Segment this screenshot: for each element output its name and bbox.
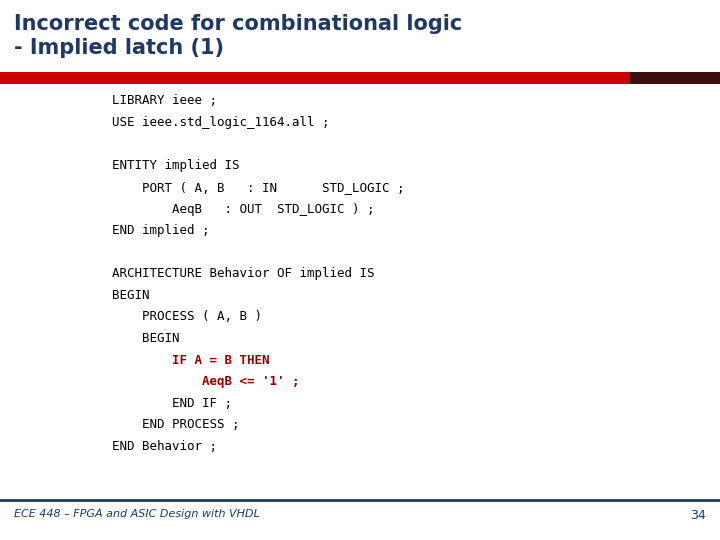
Text: ARCHITECTURE Behavior OF implied IS: ARCHITECTURE Behavior OF implied IS (112, 267, 374, 280)
Text: AeqB <= '1' ;: AeqB <= '1' ; (202, 375, 300, 388)
Text: IF A = B THEN: IF A = B THEN (172, 354, 269, 367)
Text: BEGIN: BEGIN (112, 289, 149, 302)
Text: ECE 448 – FPGA and ASIC Design with VHDL: ECE 448 – FPGA and ASIC Design with VHDL (14, 509, 260, 519)
Text: END Behavior ;: END Behavior ; (112, 440, 217, 453)
Text: Incorrect code for combinational logic
- Implied latch (1): Incorrect code for combinational logic -… (14, 14, 463, 57)
Text: USE ieee.std_logic_1164.all ;: USE ieee.std_logic_1164.all ; (112, 116, 329, 129)
Bar (630, 72, 720, 84)
Text: LIBRARY ieee ;: LIBRARY ieee ; (112, 94, 217, 107)
Text: END implied ;: END implied ; (112, 224, 209, 237)
Text: PORT ( A, B   : IN      STD_LOGIC ;: PORT ( A, B : IN STD_LOGIC ; (142, 181, 405, 194)
Bar (0, 72, 630, 84)
Text: 34: 34 (690, 509, 706, 522)
Text: ENTITY implied IS: ENTITY implied IS (112, 159, 239, 172)
Text: AeqB   : OUT  STD_LOGIC ) ;: AeqB : OUT STD_LOGIC ) ; (172, 202, 374, 215)
Text: END PROCESS ;: END PROCESS ; (142, 418, 239, 431)
Text: PROCESS ( A, B ): PROCESS ( A, B ) (142, 310, 262, 323)
Text: BEGIN: BEGIN (142, 332, 179, 345)
Text: END IF ;: END IF ; (172, 397, 232, 410)
